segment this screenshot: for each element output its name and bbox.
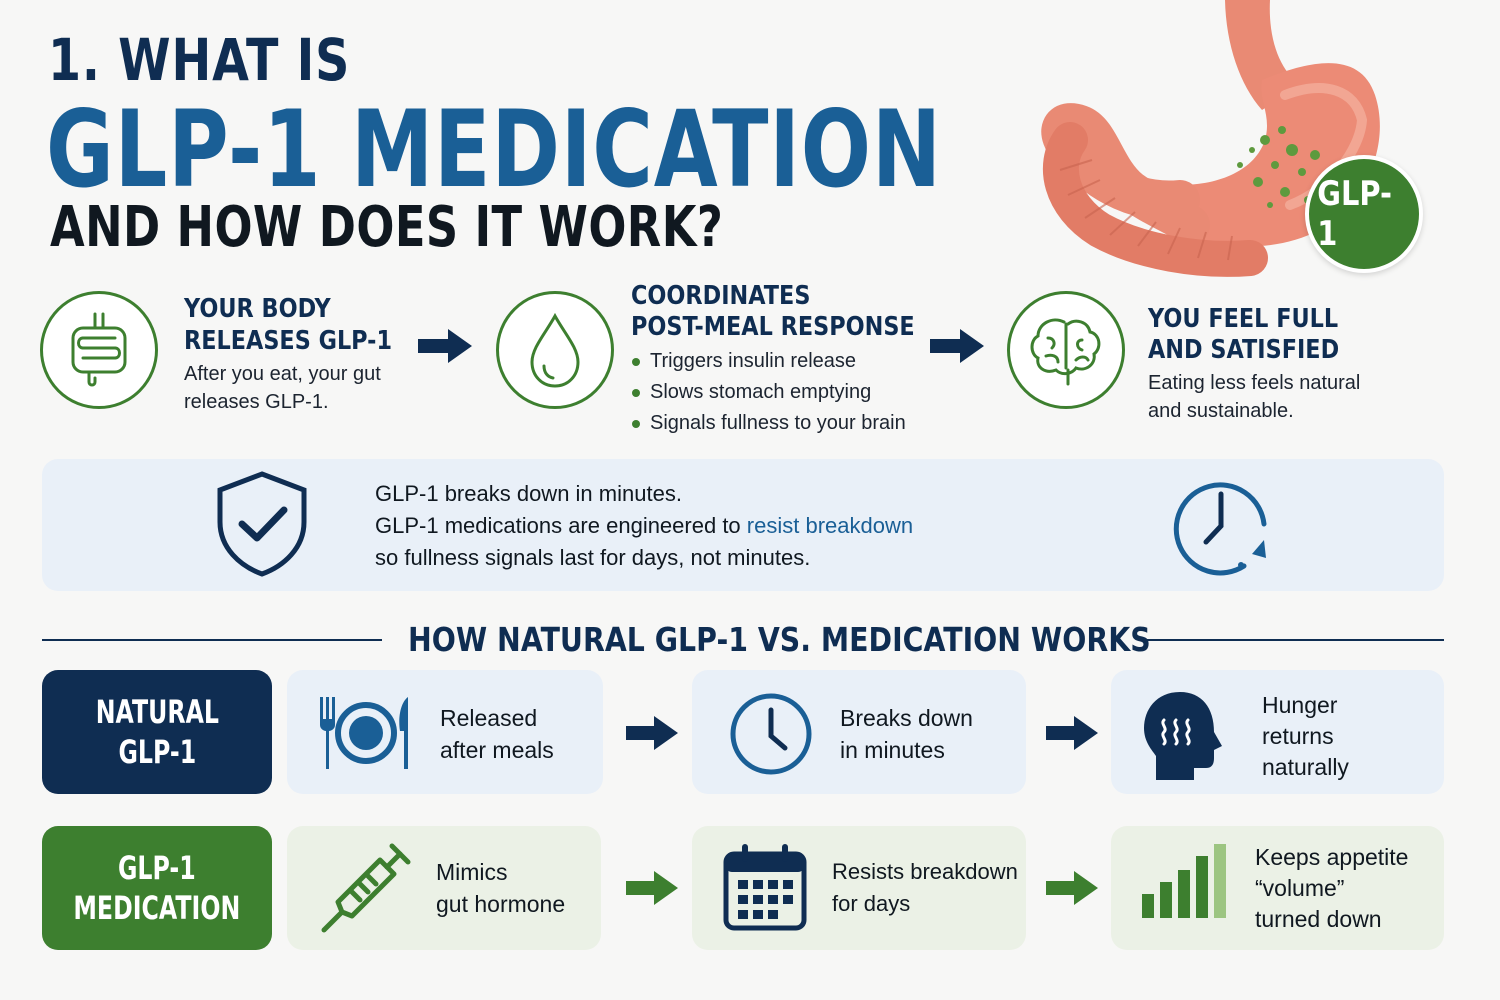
step2-bullet-list: Triggers insulin release Slows stomach e… (630, 346, 906, 439)
medication-card-mimics (287, 826, 601, 950)
intestine-icon (40, 291, 158, 409)
page-title-line1: 1. WHAT IS (48, 26, 351, 94)
clock-icon (1173, 482, 1267, 576)
medication-card-keeps-appetite-text: Keeps appetite “volume” turned down (1255, 844, 1409, 932)
natural-card-released-text: Released after meals (440, 705, 554, 763)
natural-card-hunger-text: Hunger returns naturally (1262, 692, 1349, 780)
medication-card-mimics-text: Mimics gut hormone (436, 859, 566, 917)
step1-body: After you eat, your gut releases GLP-1. (184, 363, 381, 413)
info-text: GLP-1 breaks down in minutes. GLP-1 medi… (375, 481, 914, 570)
natural-card-breaks-down (692, 670, 1026, 794)
drop-icon (496, 291, 614, 409)
list-item: Signals fullness to your brain (630, 408, 906, 439)
syringe-icon (321, 843, 411, 933)
divider (1140, 639, 1444, 641)
glp1-medication-label: GLP-1 MEDICATION (42, 826, 272, 950)
clock-icon (730, 693, 812, 775)
arrow-right-icon (930, 329, 984, 363)
list-item: Slows stomach emptying (630, 377, 906, 408)
medication-card-resists-text: Resists breakdown for days (832, 859, 1018, 916)
volume-bars-icon (1142, 844, 1226, 918)
arrow-right-icon (626, 871, 678, 905)
step3-title-line1: YOU FEEL FULL (1148, 304, 1339, 334)
list-item: Triggers insulin release (630, 346, 906, 377)
step1-title-line2: RELEASES GLP-1 (184, 326, 393, 356)
arrow-right-icon (1046, 871, 1098, 905)
shield-check-icon (217, 471, 307, 577)
glp1-badge: GLP-1 (1305, 155, 1423, 273)
plate-cutlery-icon (320, 697, 408, 769)
section-title: HOW NATURAL GLP-1 VS. MEDICATION WORKS (408, 620, 1151, 659)
arrow-right-icon (418, 329, 472, 363)
natural-card-breaks-down-text: Breaks down in minutes (840, 705, 973, 763)
natural-glp1-label: NATURAL GLP-1 (42, 670, 272, 794)
page-title-line3: AND HOW DOES IT WORK? (50, 195, 724, 260)
arrow-right-icon (626, 716, 678, 750)
highlight-text: resist breakdown (746, 513, 914, 538)
step1-title-line1: YOUR BODY (184, 294, 331, 324)
step2-title-line2: POST-MEAL RESPONSE (631, 312, 915, 342)
divider (42, 639, 382, 641)
calendar-icon (723, 844, 807, 931)
step2-title-line1: COORDINATES (631, 281, 811, 311)
brain-icon (1007, 291, 1125, 409)
head-hunger-icon (1144, 692, 1222, 780)
arrow-right-icon (1046, 716, 1098, 750)
step3-body: Eating less feels natural and sustainabl… (1148, 372, 1361, 422)
page-title-main: GLP-1 MEDICATION (46, 88, 942, 211)
step3-title-line2: AND SATISFIED (1148, 335, 1340, 365)
